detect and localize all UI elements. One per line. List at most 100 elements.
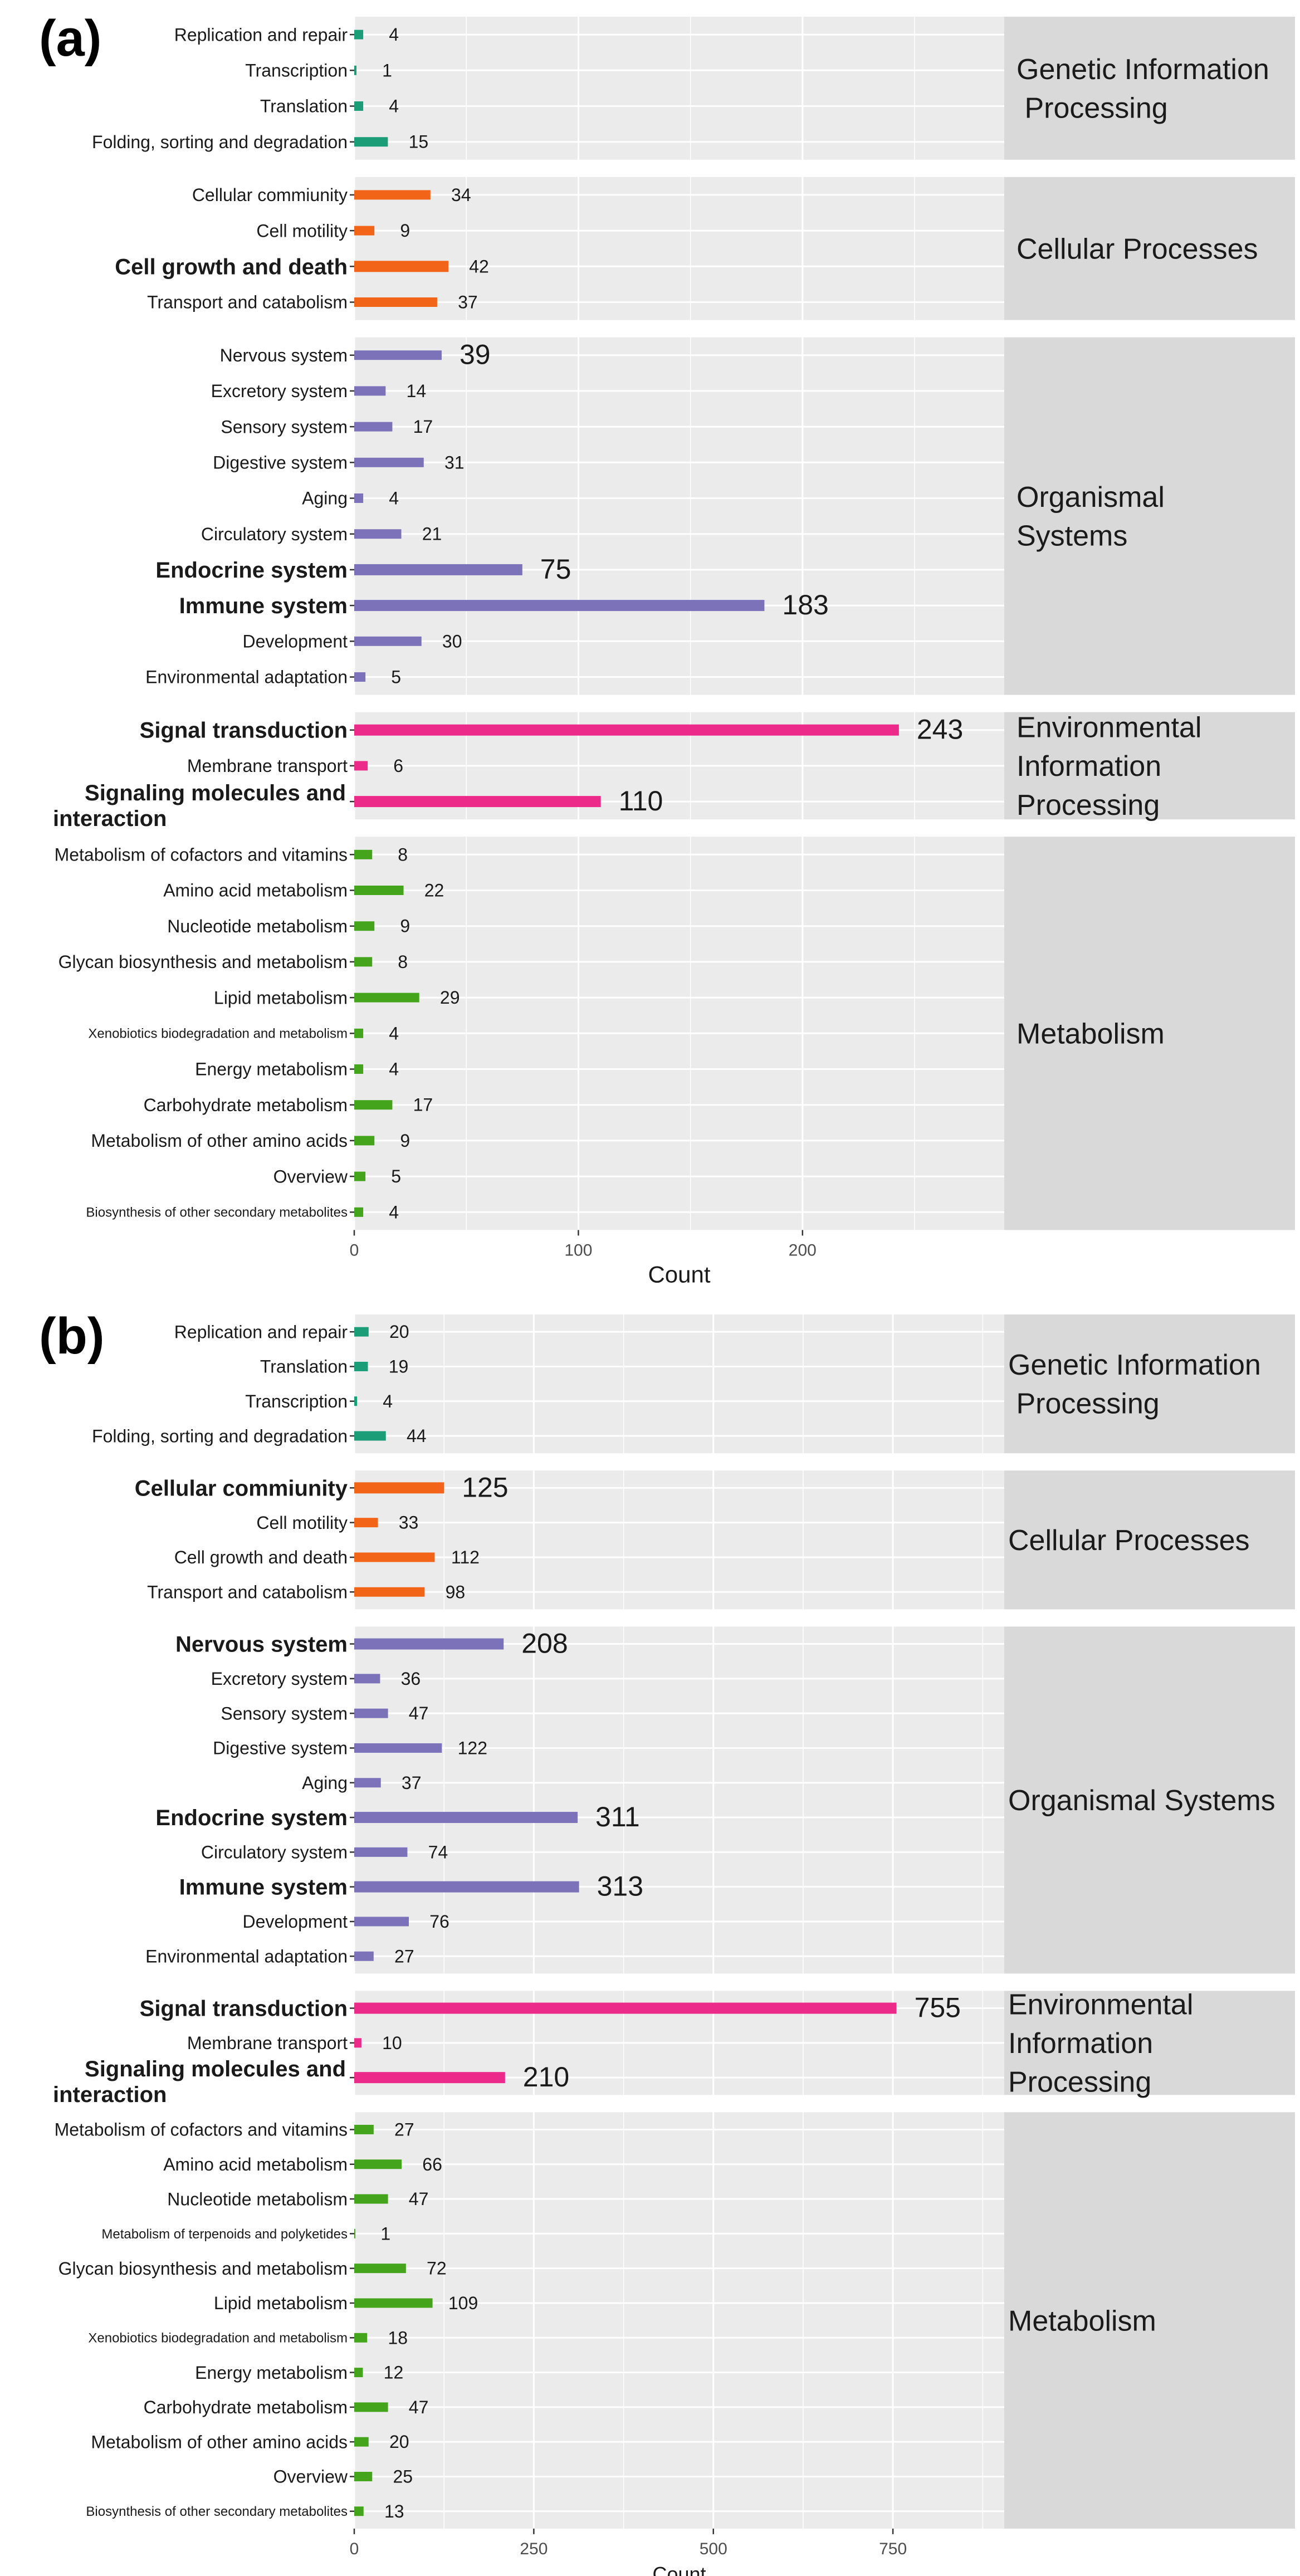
value-label-lipid-metabolism: 109	[448, 2293, 478, 2313]
value-label-cell-growth-and-death: 112	[451, 1547, 480, 1567]
bar-circulatory-system	[354, 1847, 408, 1857]
facet-genetic-information-processing: 20 Replication and repair 19 Translation 4 Tr…	[92, 1314, 1295, 1454]
value-label-energy-metabolism: 4	[389, 1059, 399, 1079]
value-label-replication-and-repair: 20	[389, 1322, 409, 1342]
facet-label-genetic-information-processing: Genetic Information Processing	[1016, 53, 1269, 125]
bar-development	[354, 636, 422, 646]
x-tick-label: 200	[789, 1241, 817, 1259]
bar-metabolism-of-cofactors-and-vitamins	[354, 849, 373, 859]
value-label-digestive-system: 122	[458, 1738, 487, 1758]
facet-background	[354, 1470, 1004, 1610]
category-label-aging: Aging	[302, 488, 348, 509]
value-label-immune-system: 313	[597, 1871, 643, 1902]
facet-strip	[1004, 17, 1295, 160]
facet-label-environmental-information-processing: Environmental Information Processing	[1008, 1988, 1193, 2098]
category-label-nervous-system: Nervous system	[175, 1632, 348, 1657]
x-tick-label: 0	[350, 2540, 359, 2558]
bar-transcription	[354, 65, 357, 75]
category-label-replication-and-repair: Replication and repair	[174, 25, 348, 45]
facet-organismal-systems: 39 Nervous system 14 Excretory system 17 Sens…	[145, 337, 1295, 695]
bar-cell-growth-and-death	[354, 261, 449, 272]
bar-transport-and-catabolism	[354, 297, 437, 307]
facet-metabolism: 8 Metabolism of cofactors and vitamins 22 A…	[55, 837, 1295, 1230]
value-label-sensory-system: 47	[409, 1703, 429, 1723]
value-label-membrane-transport: 6	[393, 756, 403, 776]
facet-background	[354, 177, 1004, 320]
facet-strip	[1004, 1991, 1295, 2095]
bar-metabolism-of-other-amino-acids	[354, 2437, 369, 2447]
category-label-xenobiotics-biodegradation-and-metabolism: Xenobiotics biodegradation and metabolis…	[88, 1027, 348, 1042]
facet-label-metabolism: Metabolism	[1008, 2305, 1156, 2337]
bar-metabolism-of-cofactors-and-vitamins	[354, 2124, 374, 2134]
value-label-transport-and-catabolism: 37	[458, 292, 478, 312]
facet-background	[354, 1626, 1004, 1974]
facet-label-environmental-information-processing: Environmental Information Processing	[1016, 711, 1201, 821]
facet-cellular-processes: 125 Cellular commiunity 33 Cell motility 112…	[135, 1470, 1295, 1610]
category-label-immune-system: Immune system	[179, 594, 348, 618]
x-axis: 0 100 200 Count	[350, 1230, 817, 1287]
facet-label-organismal-systems: Organismal Systems	[1016, 481, 1165, 553]
category-label-transport-and-catabolism: Transport and catabolism	[147, 292, 348, 312]
value-label-metabolism-of-cofactors-and-vitamins: 8	[398, 844, 408, 864]
category-label-overview: Overview	[273, 2467, 348, 2487]
facet-label-cellular-processes: Cellular Processes	[1016, 233, 1258, 265]
bar-nervous-system	[354, 1638, 504, 1650]
bar-glycan-biosynthesis-and-metabolism	[354, 957, 373, 967]
category-label-membrane-transport: Membrane transport	[187, 2033, 348, 2053]
category-label-endocrine-system: Endocrine system	[155, 558, 348, 583]
value-label-biosynthesis-of-other-secondary-metabolites: 13	[384, 2501, 404, 2521]
facet-strip	[1004, 2112, 1295, 2529]
category-label-folding-sorting-and-degradation: Folding, sorting and degradation	[92, 1426, 348, 1446]
category-label-signal-transduction: Signal transduction	[140, 1997, 348, 2021]
facet-metabolism: 27 Metabolism of cofactors and vitamins 66…	[55, 2112, 1295, 2529]
value-label-excretory-system: 14	[407, 381, 427, 401]
facet-background	[354, 2112, 1004, 2529]
category-label-cell-growth-and-death: Cell growth and death	[174, 1547, 348, 1567]
category-label-signal-transduction: Signal transduction	[140, 718, 348, 743]
category-label-metabolism-of-cofactors-and-vitamins: Metabolism of cofactors and vitamins	[55, 2120, 348, 2140]
category-label-environmental-adaptation: Environmental adaptation	[145, 667, 348, 687]
value-label-immune-system: 183	[782, 589, 828, 620]
category-label-immune-system: Immune system	[179, 1875, 348, 1900]
category-label-endocrine-system: Endocrine system	[155, 1806, 348, 1830]
category-label-carbohydrate-metabolism: Carbohydrate metabolism	[144, 2397, 348, 2417]
category-label-cell-motility: Cell motility	[256, 1513, 348, 1533]
bar-lipid-metabolism	[354, 993, 419, 1003]
facet-strip	[1004, 837, 1295, 1230]
value-label-glycan-biosynthesis-and-metabolism: 72	[427, 2259, 447, 2279]
bar-nucleotide-metabolism	[354, 921, 375, 931]
facet-label-metabolism: Metabolism	[1016, 1018, 1165, 1050]
value-label-nucleotide-metabolism: 9	[400, 916, 410, 936]
category-label-biosynthesis-of-other-secondary-metabolites: Biosynthesis of other secondary metaboli…	[86, 1205, 348, 1220]
bar-nervous-system	[354, 350, 442, 360]
value-label-digestive-system: 31	[444, 452, 465, 472]
bar-development	[354, 1917, 409, 1927]
value-label-glycan-biosynthesis-and-metabolism: 8	[398, 952, 408, 972]
value-label-membrane-transport: 10	[382, 2033, 402, 2053]
value-label-amino-acid-metabolism: 66	[422, 2154, 442, 2174]
bar-endocrine-system	[354, 564, 522, 575]
bar-energy-metabolism	[354, 2368, 363, 2378]
value-label-signaling-molecules-and-interaction: 110	[619, 785, 663, 817]
facet-cellular-processes: 34 Cellular commiunity 9 Cell motility 42 Cel…	[115, 177, 1295, 320]
facet-strip	[1004, 177, 1295, 320]
bar-overview	[354, 1171, 366, 1181]
value-label-cell-motility: 33	[399, 1513, 419, 1533]
category-label-folding-sorting-and-degradation: Folding, sorting and degradation	[92, 132, 348, 152]
bar-signal-transduction	[354, 724, 899, 736]
bar-metabolism-of-other-amino-acids	[354, 1136, 375, 1146]
value-label-translation: 19	[389, 1356, 409, 1376]
value-label-nervous-system: 39	[460, 339, 491, 370]
category-label-metabolism-of-cofactors-and-vitamins: Metabolism of cofactors and vitamins	[55, 845, 348, 865]
value-label-overview: 5	[391, 1166, 401, 1186]
value-label-metabolism-of-other-amino-acids: 20	[389, 2432, 409, 2452]
value-label-biosynthesis-of-other-secondary-metabolites: 4	[389, 1202, 399, 1222]
x-axis-title: Count	[648, 1261, 710, 1287]
value-label-transcription: 4	[383, 1391, 393, 1411]
category-label-nervous-system: Nervous system	[220, 345, 348, 365]
x-tick-label: 0	[350, 1241, 359, 1259]
value-label-lipid-metabolism: 29	[440, 988, 460, 1008]
bar-environmental-adaptation	[354, 1951, 374, 1961]
bar-translation	[354, 101, 364, 111]
